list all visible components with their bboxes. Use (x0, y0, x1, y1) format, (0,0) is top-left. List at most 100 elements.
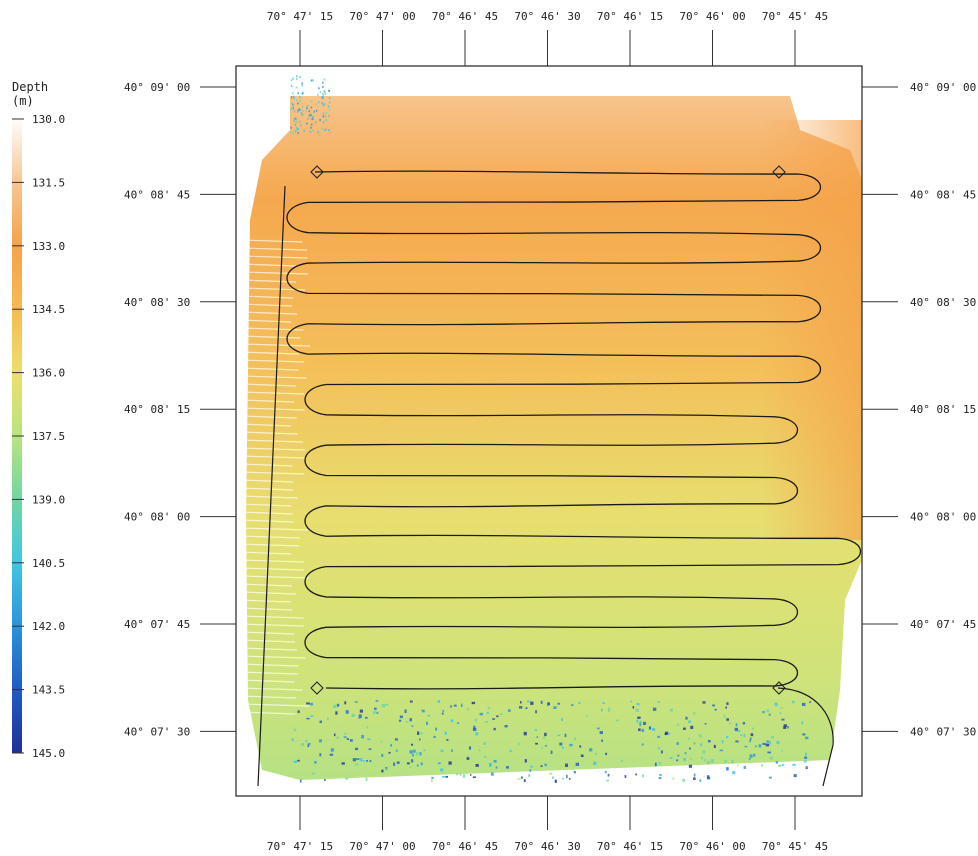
depth-speckle (440, 749, 444, 753)
depth-speckle (565, 763, 568, 767)
depth-speckle (419, 751, 422, 756)
deep-speckles (290, 75, 812, 783)
depth-speckle (290, 96, 293, 99)
depth-speckle (322, 97, 324, 100)
depth-speckle (525, 707, 528, 710)
depth-speckle (541, 747, 543, 749)
depth-speckle (365, 716, 368, 719)
depth-speckle (726, 702, 729, 705)
depth-speckle (692, 777, 696, 780)
depth-speckle (554, 766, 556, 770)
depth-speckle (294, 117, 297, 120)
depth-speckle (410, 743, 414, 746)
longitude-axis-top: 70° 47' 15 70° 47' 00 70° 46' 45 70° 46' 30… (267, 10, 828, 66)
depth-speckle (409, 700, 413, 703)
striation (239, 279, 297, 283)
depth-speckle (290, 131, 292, 134)
depth-speckle (314, 760, 317, 763)
depth-speckle (307, 744, 310, 748)
depth-speckle (385, 768, 388, 771)
depth-speckle (518, 706, 523, 709)
depth-speckle (768, 713, 771, 716)
depth-speckle (658, 776, 662, 780)
depth-speckle (306, 122, 308, 125)
depth-speckle (460, 703, 463, 708)
depth-speckle (799, 700, 801, 704)
depth-speckle (297, 131, 299, 134)
depth-speckle (293, 110, 296, 113)
depth-speckle (345, 709, 349, 713)
depth-speckle (801, 702, 806, 707)
striation (239, 415, 297, 419)
depth-speckle (344, 701, 347, 705)
depth-speckle (608, 707, 611, 711)
depth-speckle (475, 763, 479, 767)
depth-speckle (292, 92, 294, 95)
depth-speckle (474, 752, 478, 756)
depth-speckle (369, 760, 372, 763)
depth-speckle (479, 712, 484, 716)
depth-speckle (536, 736, 539, 738)
striation (239, 527, 308, 531)
depth-speckle (474, 718, 478, 722)
depth-speckle (748, 757, 751, 760)
depth-speckle (328, 101, 331, 104)
depth-speckle (667, 721, 671, 725)
colorbar-title: Depth (12, 80, 48, 94)
depth-speckle (783, 724, 787, 728)
depth-speckle (805, 736, 809, 740)
depth-speckle (472, 715, 475, 719)
depth-speckle (335, 711, 338, 715)
depth-speckle (507, 709, 511, 712)
striation (239, 703, 310, 707)
depth-speckle (394, 742, 397, 744)
latitude-label: 40° 08' 45 (124, 188, 190, 201)
depth-speckle (805, 734, 809, 737)
depth-speckle (398, 719, 402, 722)
depth-speckle (322, 121, 325, 124)
depth-speckle (318, 739, 323, 743)
depth-speckle (660, 734, 663, 737)
depth-speckle (456, 773, 459, 776)
striation (239, 407, 305, 411)
depth-speckle (530, 765, 534, 768)
depth-speckle (321, 759, 324, 762)
latitude-label: 40° 07' 30 (910, 725, 976, 738)
depth-speckle (430, 747, 433, 750)
depth-speckle (295, 86, 298, 89)
depth-speckle (376, 711, 379, 714)
depth-speckle (396, 761, 400, 764)
depth-speckle (622, 721, 625, 724)
depth-speckle (570, 704, 574, 707)
depth-speckle (294, 120, 297, 123)
depth-speckle (412, 753, 415, 757)
depth-speckle (684, 752, 687, 755)
longitude-label: 70° 46' 30 (514, 840, 580, 853)
depth-speckle (713, 744, 716, 749)
depth-speckle (329, 753, 334, 756)
longitude-label: 70° 47' 00 (349, 10, 415, 23)
depth-speckle (446, 739, 449, 741)
depth-speckle (660, 750, 663, 754)
depth-speckle (726, 767, 729, 771)
striation (239, 487, 293, 491)
depth-speckle (456, 722, 460, 724)
striation (239, 687, 303, 691)
depth-speckle (346, 738, 350, 740)
depth-speckle (453, 704, 457, 707)
latitude-label: 40° 07' 45 (124, 618, 190, 631)
depth-speckle (529, 769, 532, 772)
depth-speckle (308, 114, 311, 117)
depth-speckle (472, 727, 477, 731)
depth-speckle (381, 704, 386, 708)
depth-speckle (750, 733, 754, 737)
longitude-label: 70° 46' 30 (514, 10, 580, 23)
depth-speckle (349, 739, 353, 742)
depth-speckle (322, 102, 324, 105)
striation (239, 591, 297, 595)
depth-speckle (313, 110, 315, 113)
depth-speckle (509, 749, 512, 753)
depth-speckle (592, 730, 597, 733)
depth-speckle (762, 742, 766, 745)
depth-speckle (669, 757, 673, 759)
